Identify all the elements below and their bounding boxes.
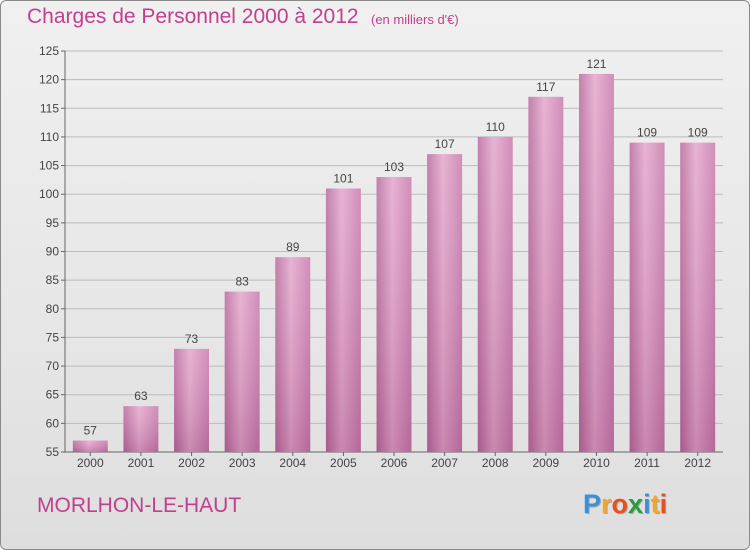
brand-letter: i	[659, 489, 668, 519]
y-tick-label: 55	[46, 445, 60, 459]
x-tick-label: 2009	[532, 456, 559, 470]
bar-shade	[174, 348, 210, 452]
bar-shade	[325, 188, 361, 452]
chart-title: Charges de Personnel 2000 à 2012	[27, 5, 359, 28]
bar-shade	[224, 291, 260, 452]
y-tick-label: 105	[39, 159, 59, 173]
brand-letter: i	[643, 489, 651, 519]
data-label: 63	[134, 389, 148, 403]
bar-2002	[174, 348, 210, 452]
y-tick-label: 75	[46, 330, 60, 344]
brand-letter: r	[601, 489, 612, 519]
data-label: 73	[185, 332, 199, 346]
bar-2006	[376, 177, 412, 452]
bar-2010	[578, 73, 614, 453]
bar-2012	[680, 142, 716, 452]
y-tick-labels: 55 60 65 70 75 80 85 90 95 100 105 110 115 120 125	[39, 44, 59, 459]
x-tick-label: 2006	[381, 456, 408, 470]
bar-shade	[629, 142, 665, 452]
x-tick-label: 2010	[583, 456, 610, 470]
bar-shade	[72, 440, 108, 452]
data-label: 121	[586, 57, 606, 71]
x-tick-label: 2002	[178, 456, 205, 470]
y-tick-label: 125	[39, 44, 59, 58]
bar-2003	[224, 291, 260, 452]
y-tick-label: 65	[46, 388, 60, 402]
x-tick-label: 2005	[330, 456, 357, 470]
bar-2000	[72, 440, 108, 452]
bar-2005	[325, 188, 361, 452]
bar-2004	[275, 257, 311, 452]
bar-shade	[123, 406, 159, 452]
chart-subtitle: (en milliers d'€)	[371, 12, 459, 27]
y-tick-label: 115	[40, 101, 59, 115]
bar-shade	[477, 136, 513, 452]
x-tick-label: 2004	[279, 456, 306, 470]
y-tick-label: 120	[39, 73, 59, 87]
y-tick-label: 95	[46, 216, 60, 230]
data-labels: 57 63 73 83 89 101 103 107 110 117 121 109 109	[84, 57, 708, 438]
y-tick-label: 110	[40, 130, 59, 144]
x-tick-labels: 2000 2001 2002 2003 2004 2005 2006 2007 2008 2009…	[77, 456, 711, 470]
bars	[72, 73, 716, 453]
data-label: 109	[637, 126, 657, 140]
data-label: 57	[84, 424, 98, 438]
bar-2008	[477, 136, 513, 452]
data-label: 83	[235, 275, 249, 289]
y-tick-label: 90	[46, 245, 60, 259]
bar-shade	[427, 154, 463, 452]
bar-shade	[528, 96, 564, 452]
data-label: 107	[435, 137, 455, 151]
y-tick-label: 60	[46, 416, 60, 430]
bar-2009	[528, 96, 564, 452]
place-name: MORLHON-LE-HAUT	[37, 494, 242, 517]
data-label: 117	[536, 80, 555, 94]
brand-letter: P	[583, 489, 602, 519]
bar-2007	[427, 154, 463, 452]
y-tick-label: 85	[46, 273, 60, 287]
x-tick-label: 2001	[128, 456, 155, 470]
data-label: 89	[286, 240, 300, 254]
y-tick-label: 80	[46, 302, 60, 316]
y-tick-label: 100	[39, 187, 59, 201]
bar-shade	[275, 257, 311, 452]
data-label: 101	[333, 171, 353, 185]
x-tick-label: 2000	[77, 456, 104, 470]
brand-letter: o	[611, 489, 629, 519]
x-tick-label: 2012	[684, 456, 711, 470]
x-tick-label: 2003	[229, 456, 256, 470]
data-label: 103	[384, 160, 404, 174]
bar-shade	[680, 142, 716, 452]
brand-letter: t	[650, 489, 660, 519]
bar-shade	[578, 73, 614, 453]
brand-letter: x	[628, 489, 644, 519]
x-tick-label: 2008	[482, 456, 509, 470]
y-tick-label: 70	[46, 359, 60, 373]
bar-2011	[629, 142, 665, 452]
bar-shade	[376, 177, 412, 452]
brand-logo: Proxiti	[583, 489, 667, 520]
bar-2001	[123, 406, 159, 452]
data-label: 109	[688, 126, 708, 140]
x-tick-label: 2007	[431, 456, 458, 470]
data-label: 110	[486, 120, 505, 134]
x-tick-label: 2011	[634, 456, 660, 470]
